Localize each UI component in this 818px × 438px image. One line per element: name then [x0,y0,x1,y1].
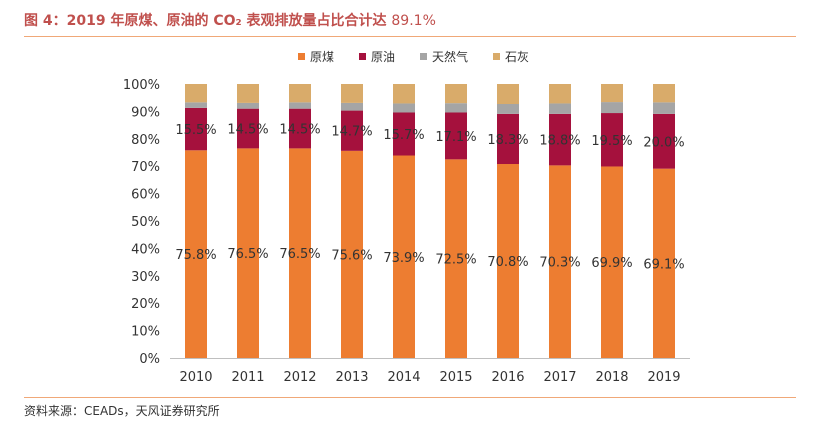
data-label: 73.9% [383,251,424,266]
legend-swatch [493,53,500,60]
bar-segment-2 [237,108,259,149]
y-tick-label: 90% [131,105,160,120]
data-label: 72.5% [435,253,476,268]
data-label: 70.8% [487,255,528,270]
bar-segment-2 [393,112,415,156]
data-label: 69.9% [591,256,632,271]
bar-segment-3 [445,103,467,113]
bar-segment-4 [653,84,675,103]
bar-segment-2 [653,113,675,169]
bar-segment-3 [653,102,675,114]
bar-segment-2 [497,113,519,165]
data-label: 70.3% [539,256,580,271]
bar-segment-2 [445,112,467,160]
legend-swatch [420,53,427,60]
bar-segment-1 [445,159,467,358]
x-tick-label: 2016 [491,370,524,385]
x-tick-label: 2017 [543,370,576,385]
bar-segment-1 [185,150,207,358]
data-label: 14.5% [227,123,268,138]
bar-segment-4 [289,84,311,103]
x-tick-label: 2013 [335,370,368,385]
data-label: 17.1% [435,130,476,145]
y-tick-label: 60% [131,188,160,203]
bar-segment-1 [289,148,311,358]
bar-segment-3 [549,103,571,114]
bar-segment-2 [549,113,571,166]
legend-swatch [359,53,366,60]
legend-label: 原煤 [310,50,334,64]
data-label: 20.0% [643,135,684,150]
bar-segment-1 [393,155,415,358]
bar-segment-3 [185,102,207,108]
bar-segment-4 [341,84,363,103]
y-tick-label: 10% [131,325,160,340]
bar-segment-1 [497,164,519,358]
title-divider [24,36,796,37]
y-tick-label: 100% [123,78,160,93]
chart-title: 图 4：2019 年原煤、原油的 CO₂ 表观排放量占比合计达 89.1% [24,10,436,30]
bar-segment-4 [237,84,259,103]
x-tick-label: 2012 [283,370,316,385]
source-divider [24,397,796,398]
bar-segment-4 [393,84,415,104]
bar-segment-4 [497,84,519,105]
bar-segment-1 [549,165,571,358]
bar-segment-4 [185,84,207,103]
y-tick-label: 40% [131,242,160,257]
title-main: 图 4：2019 年原煤、原油的 CO₂ 表观排放量占比合计达 [24,13,387,29]
data-label: 15.5% [175,123,216,138]
data-label: 18.3% [487,133,528,148]
source-note: 资料来源：CEADs，天风证券研究所 [24,404,220,418]
legend-label: 原油 [371,50,395,64]
bar-segment-3 [289,102,311,109]
title-percent: 89.1% [391,13,436,29]
data-label: 76.5% [227,247,268,262]
bar-segment-4 [549,84,571,104]
bar-segment-1 [601,166,623,358]
bar-segment-1 [653,168,675,358]
x-tick-label: 2010 [179,370,212,385]
y-tick-label: 0% [139,352,160,367]
bar-segment-1 [341,150,363,358]
data-label: 75.6% [331,248,372,263]
data-label: 15.7% [383,128,424,143]
x-tick-label: 2011 [231,370,264,385]
y-tick-label: 20% [131,297,160,312]
legend-label: 石灰 [505,50,529,64]
bar-segment-2 [341,110,363,151]
x-tick-label: 2018 [595,370,628,385]
bar-segment-2 [601,113,623,167]
bar-segment-3 [341,102,363,111]
data-label: 76.5% [279,247,320,262]
data-label: 75.8% [175,248,216,263]
bar-segment-3 [237,102,259,109]
y-tick-label: 50% [131,215,160,230]
bar-segment-4 [601,84,623,103]
data-label: 18.8% [539,134,580,149]
y-tick-label: 30% [131,270,160,285]
x-tick-label: 2019 [647,370,680,385]
x-tick-label: 2015 [439,370,472,385]
bar-segment-2 [289,108,311,149]
bar-segment-2 [185,107,207,151]
bar-segment-4 [445,84,467,104]
y-tick-label: 70% [131,160,160,175]
bar-segment-3 [497,104,519,114]
y-tick-label: 80% [131,133,160,148]
bar-segment-3 [601,102,623,114]
bar-segment-1 [237,148,259,358]
data-label: 14.7% [331,125,372,140]
data-label: 69.1% [643,257,684,272]
data-label: 14.5% [279,123,320,138]
bar-segment-3 [393,103,415,113]
data-label: 19.5% [591,134,632,149]
x-tick-label: 2014 [387,370,420,385]
legend-swatch [298,53,305,60]
legend-label: 天然气 [432,49,468,64]
